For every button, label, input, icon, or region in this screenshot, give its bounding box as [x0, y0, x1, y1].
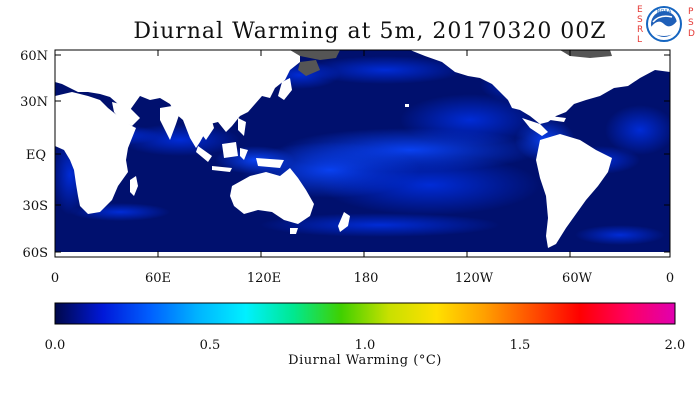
tasmania [290, 228, 298, 234]
cuba [550, 116, 566, 122]
new-zealand [338, 212, 350, 232]
lon-label: 120E [247, 271, 281, 286]
lon-label: 0 [51, 271, 59, 286]
japan [278, 78, 292, 100]
new-guinea [256, 158, 284, 168]
esrl-letters: E S R L [637, 5, 643, 45]
central-america [522, 118, 548, 136]
colorbar: 0.0 0.5 1.0 1.5 2.0 Diurnal Warming (°C) [45, 302, 686, 368]
sulawesi [240, 148, 248, 160]
psd-letters: P S D [688, 7, 695, 39]
lat-label: EQ [26, 148, 46, 163]
indochina [196, 112, 214, 140]
lon-axis: 0 60E 120E 180 120W 60W 0 [51, 50, 674, 286]
south-america [536, 134, 612, 248]
lat-label: 60S [23, 246, 48, 261]
lat-axis: 60N 30N EQ 30S 60S [20, 49, 670, 261]
psd-letter: D [688, 29, 695, 39]
lat-label: 30N [20, 95, 48, 110]
land-masses [55, 50, 670, 257]
esrl-letter: R [637, 25, 643, 35]
india [160, 106, 180, 140]
madagascar [130, 176, 138, 196]
colorbar-tick-label: 0.5 [200, 338, 221, 353]
esrl-letter: S [637, 15, 643, 25]
chart-title: Diurnal Warming at 5m, 20170320 00Z [133, 19, 606, 44]
eurasia [55, 50, 300, 148]
noaa-logo: E S R L NOAA P S D [637, 5, 695, 45]
colorbar-tick-label: 1.5 [510, 338, 531, 353]
borneo [222, 142, 238, 158]
sea-ice [290, 50, 612, 76]
colorbar-ticks: 0.0 0.5 1.0 1.5 2.0 [45, 338, 686, 353]
psd-letter: S [688, 18, 694, 28]
africa [55, 92, 136, 214]
colorbar-tick-label: 0.0 [45, 338, 66, 353]
lat-label: 30S [23, 199, 48, 214]
north-america [410, 50, 670, 124]
lon-label: 0 [666, 271, 674, 286]
australia [230, 168, 314, 224]
lon-label: 180 [354, 271, 379, 286]
esrl-letter: L [637, 35, 642, 45]
java [212, 166, 232, 172]
psd-letter: P [688, 7, 694, 17]
antarctica [55, 252, 670, 257]
arabia [112, 102, 140, 126]
hawaii [405, 104, 409, 107]
colorbar-tick-label: 2.0 [665, 338, 686, 353]
noaa-seal-text: NOAA [657, 9, 672, 15]
map-area: 60N 30N EQ 30S 60S 0 60E 120E 180 120W 6… [20, 49, 674, 286]
sumatra [196, 146, 212, 162]
colorbar-tick-label: 1.0 [355, 338, 376, 353]
colorbar-label: Diurnal Warming (°C) [288, 353, 442, 368]
warming-field [55, 56, 670, 245]
greenland [620, 50, 670, 64]
lon-label: 120W [455, 271, 494, 286]
lon-label: 60W [562, 271, 593, 286]
noaa-seal-icon: NOAA [646, 6, 682, 42]
colorbar-bar [54, 302, 676, 325]
lat-label: 60N [20, 49, 48, 64]
esrl-letter: E [637, 5, 643, 15]
lon-label: 60E [145, 271, 171, 286]
philippines [238, 118, 246, 136]
